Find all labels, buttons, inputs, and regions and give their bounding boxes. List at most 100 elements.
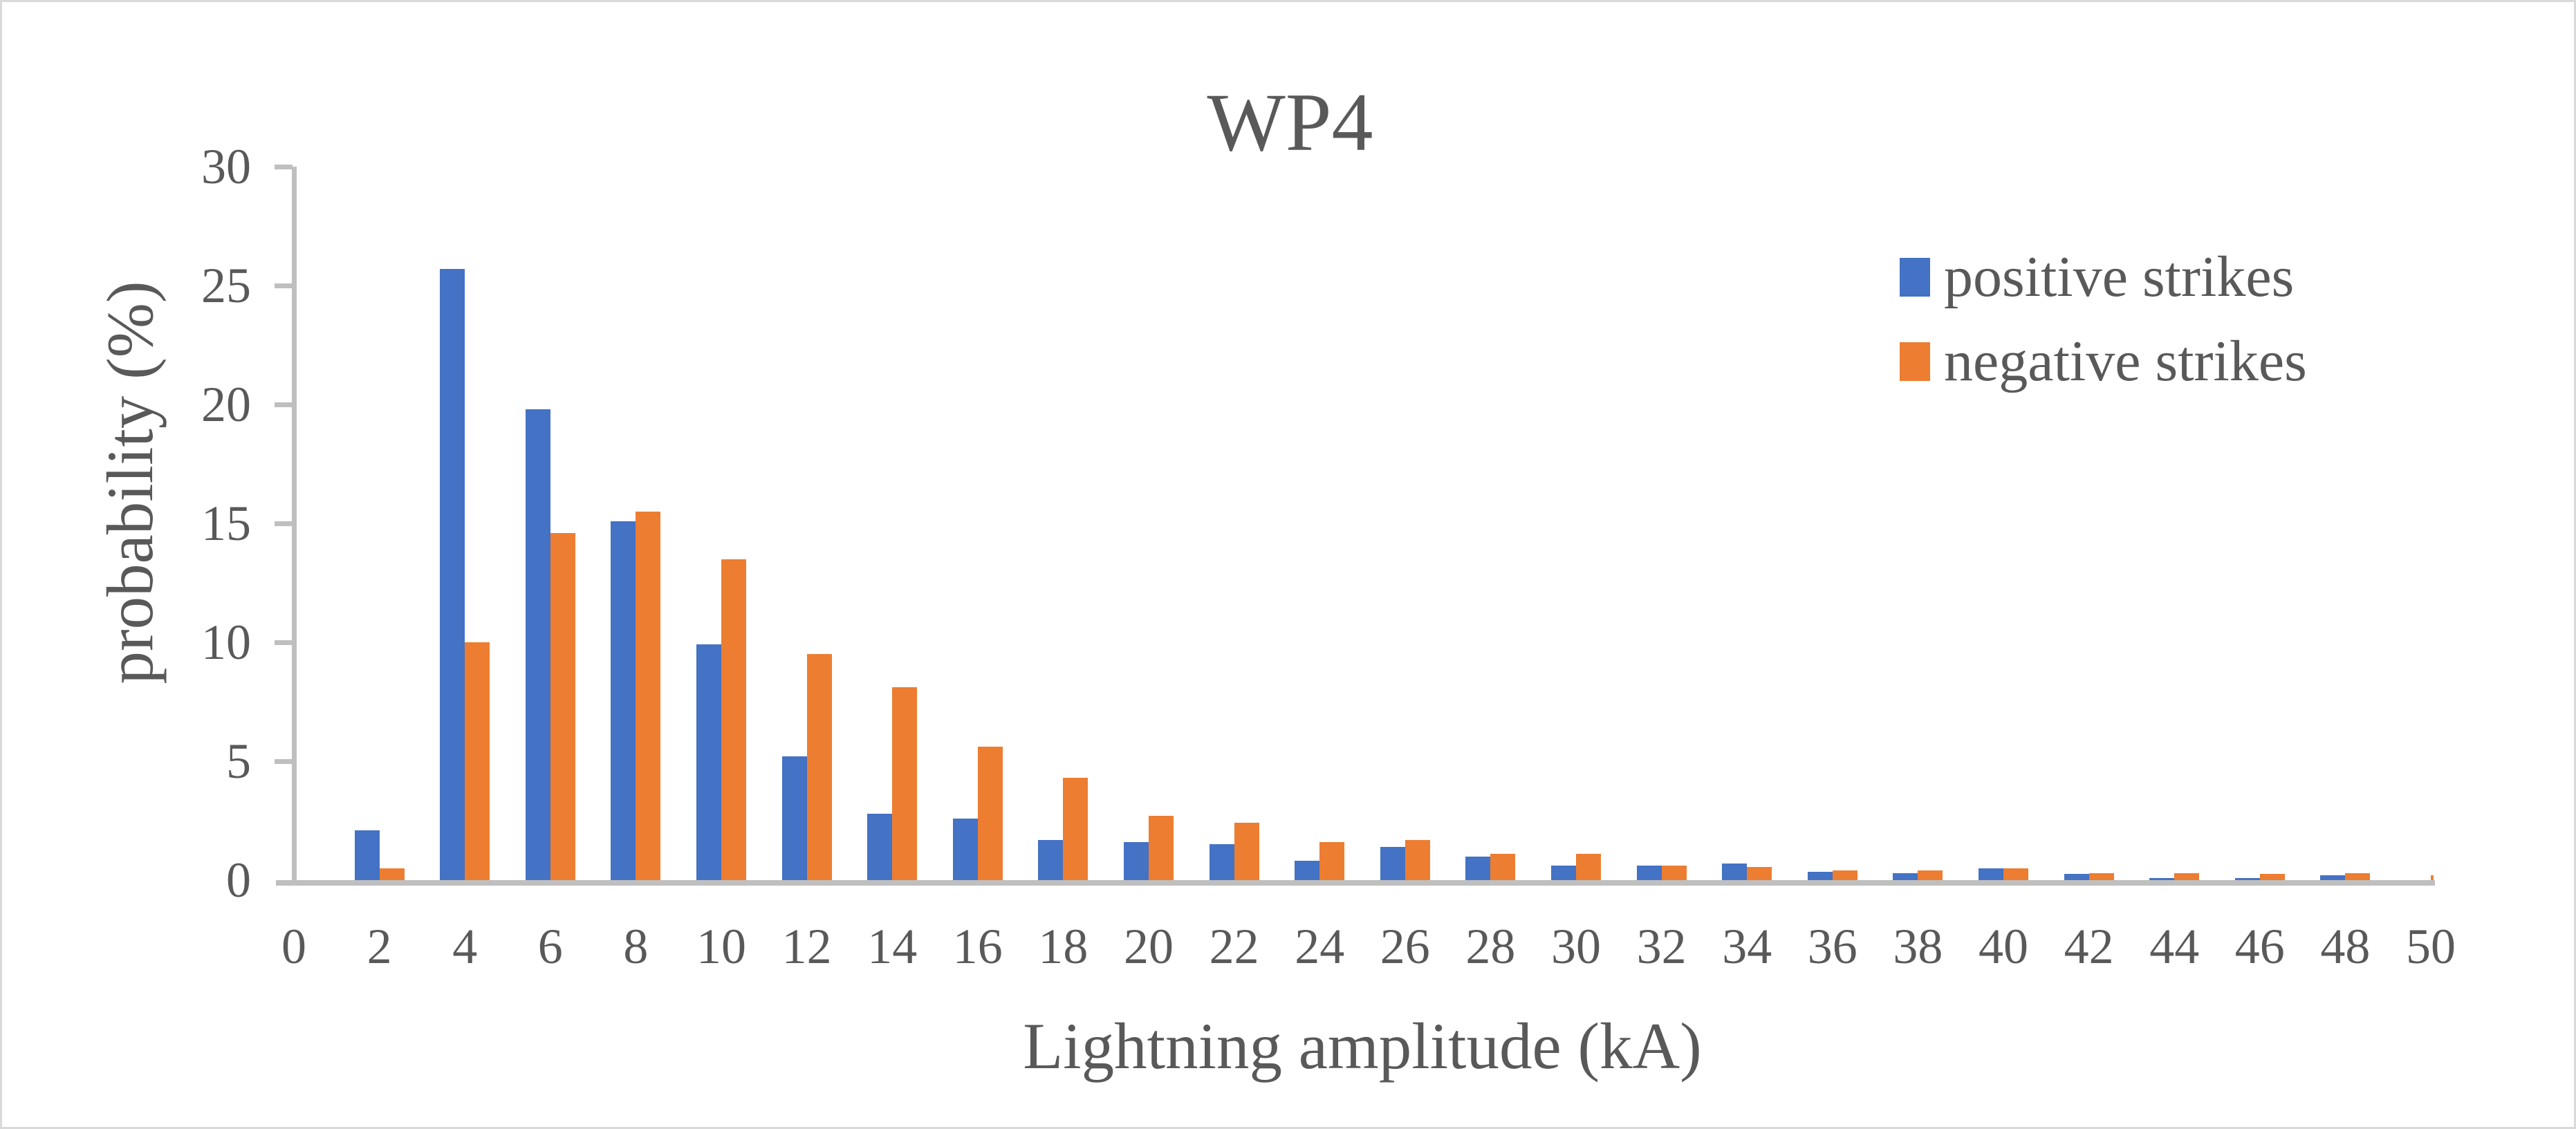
negative-series-swatch-icon [1900, 342, 1930, 381]
bar-negative-38kA [1918, 870, 1943, 880]
bar-negative-46kA [2259, 874, 2285, 880]
y-tick-5 [275, 759, 293, 764]
bar-positive-46kA [2234, 877, 2260, 880]
y-tick-label-10: 10 [201, 615, 251, 670]
bar-positive-6kA [525, 409, 550, 880]
bar-positive-2kA [354, 830, 380, 880]
bar-positive-14kA [867, 813, 893, 880]
y-tick-label-0: 0 [226, 852, 251, 908]
bar-negative-12kA [806, 654, 832, 880]
x-tick-label-30: 30 [1551, 919, 1601, 974]
bar-positive-34kA [1722, 863, 1748, 880]
legend-label-negative: negative strikes [1944, 329, 2307, 393]
bar-positive-48kA [2320, 875, 2346, 880]
bar-negative-40kA [2003, 868, 2028, 880]
bar-positive-30kA [1551, 866, 1576, 880]
y-tick-label-25: 25 [201, 258, 251, 313]
bar-positive-36kA [1807, 871, 1833, 880]
x-tick-label-42: 42 [2064, 919, 2114, 974]
x-tick-label-12: 12 [781, 919, 832, 974]
x-tick-label-28: 28 [1465, 919, 1516, 974]
bar-positive-10kA [696, 644, 721, 880]
x-tick-label-22: 22 [1209, 919, 1259, 974]
bar-negative-8kA [636, 511, 661, 880]
x-tick-label-0: 0 [281, 919, 306, 974]
y-tick-30 [275, 165, 293, 169]
y-tick-10 [275, 640, 293, 645]
x-tick-label-18: 18 [1038, 919, 1088, 974]
bar-negative-2kA [379, 868, 405, 880]
x-tick-label-4: 4 [452, 919, 478, 974]
x-axis-line [276, 880, 2435, 886]
bar-negative-22kA [1234, 823, 1259, 880]
y-tick-label-15: 15 [201, 496, 251, 551]
bar-negative-24kA [1319, 841, 1345, 880]
x-axis-title: Lightning amplitude (kA) [1023, 1009, 1702, 1083]
bar-negative-42kA [2088, 873, 2114, 880]
bar-positive-8kA [611, 521, 636, 880]
bar-negative-20kA [1149, 816, 1174, 880]
bar-negative-16kA [977, 747, 1003, 880]
bar-negative-32kA [1661, 866, 1687, 880]
bar-negative-4kA [465, 642, 490, 880]
y-tick-15 [275, 521, 293, 526]
y-tick-20 [275, 402, 293, 407]
bar-positive-12kA [781, 756, 807, 880]
x-tick-label-32: 32 [1636, 919, 1687, 974]
bar-negative-30kA [1576, 854, 1601, 880]
chart-title: WP4 [1207, 76, 1373, 168]
bar-negative-50kA [2431, 875, 2434, 880]
plot-area [294, 167, 2434, 880]
bar-negative-14kA [892, 687, 918, 880]
x-tick-label-14: 14 [867, 919, 918, 974]
bar-positive-42kA [2064, 874, 2089, 880]
x-tick-label-34: 34 [1722, 919, 1772, 974]
bar-positive-40kA [1979, 868, 2003, 880]
x-tick-label-20: 20 [1124, 919, 1174, 974]
bar-negative-26kA [1405, 839, 1430, 880]
y-tick-25 [275, 283, 293, 288]
x-tick-label-36: 36 [1807, 919, 1857, 974]
bar-positive-24kA [1295, 861, 1320, 880]
y-tick-label-30: 30 [201, 139, 251, 194]
bar-positive-28kA [1465, 856, 1491, 880]
legend: positive strikes negative strikes [1900, 245, 2307, 425]
x-tick-label-26: 26 [1380, 919, 1430, 974]
x-tick-label-50: 50 [2406, 919, 2456, 974]
bar-positive-20kA [1124, 841, 1149, 880]
x-tick-label-10: 10 [696, 919, 746, 974]
bar-positive-26kA [1380, 846, 1405, 880]
bar-negative-10kA [721, 559, 746, 880]
bar-positive-18kA [1038, 839, 1064, 880]
y-tick-label-20: 20 [201, 377, 251, 432]
bar-negative-28kA [1490, 854, 1516, 880]
legend-item-negative: negative strikes [1900, 329, 2307, 393]
positive-series-swatch-icon [1900, 258, 1930, 297]
bar-negative-18kA [1063, 778, 1088, 880]
bar-negative-44kA [2174, 873, 2200, 880]
bar-positive-4kA [440, 268, 465, 880]
y-axis-line [292, 167, 297, 885]
bar-positive-32kA [1636, 866, 1662, 880]
bar-positive-38kA [1893, 873, 1918, 880]
x-tick-label-46: 46 [2234, 919, 2285, 974]
bar-positive-16kA [952, 818, 978, 880]
bar-negative-48kA [2345, 873, 2371, 880]
x-tick-label-38: 38 [1893, 919, 1943, 974]
x-tick-label-2: 2 [367, 919, 392, 974]
y-tick-label-5: 5 [226, 734, 251, 789]
bar-negative-34kA [1747, 867, 1772, 880]
x-tick-label-40: 40 [1979, 919, 2028, 974]
x-tick-label-16: 16 [952, 919, 1003, 974]
x-tick-label-6: 6 [537, 919, 563, 974]
legend-item-positive: positive strikes [1900, 245, 2307, 309]
x-tick-label-24: 24 [1295, 919, 1345, 974]
x-tick-label-8: 8 [623, 919, 649, 974]
bar-positive-44kA [2149, 877, 2175, 880]
legend-label-positive: positive strikes [1944, 245, 2295, 309]
x-tick-label-44: 44 [2149, 919, 2200, 974]
bar-positive-22kA [1209, 844, 1234, 880]
x-tick-label-48: 48 [2320, 919, 2371, 974]
bar-negative-6kA [550, 532, 575, 880]
